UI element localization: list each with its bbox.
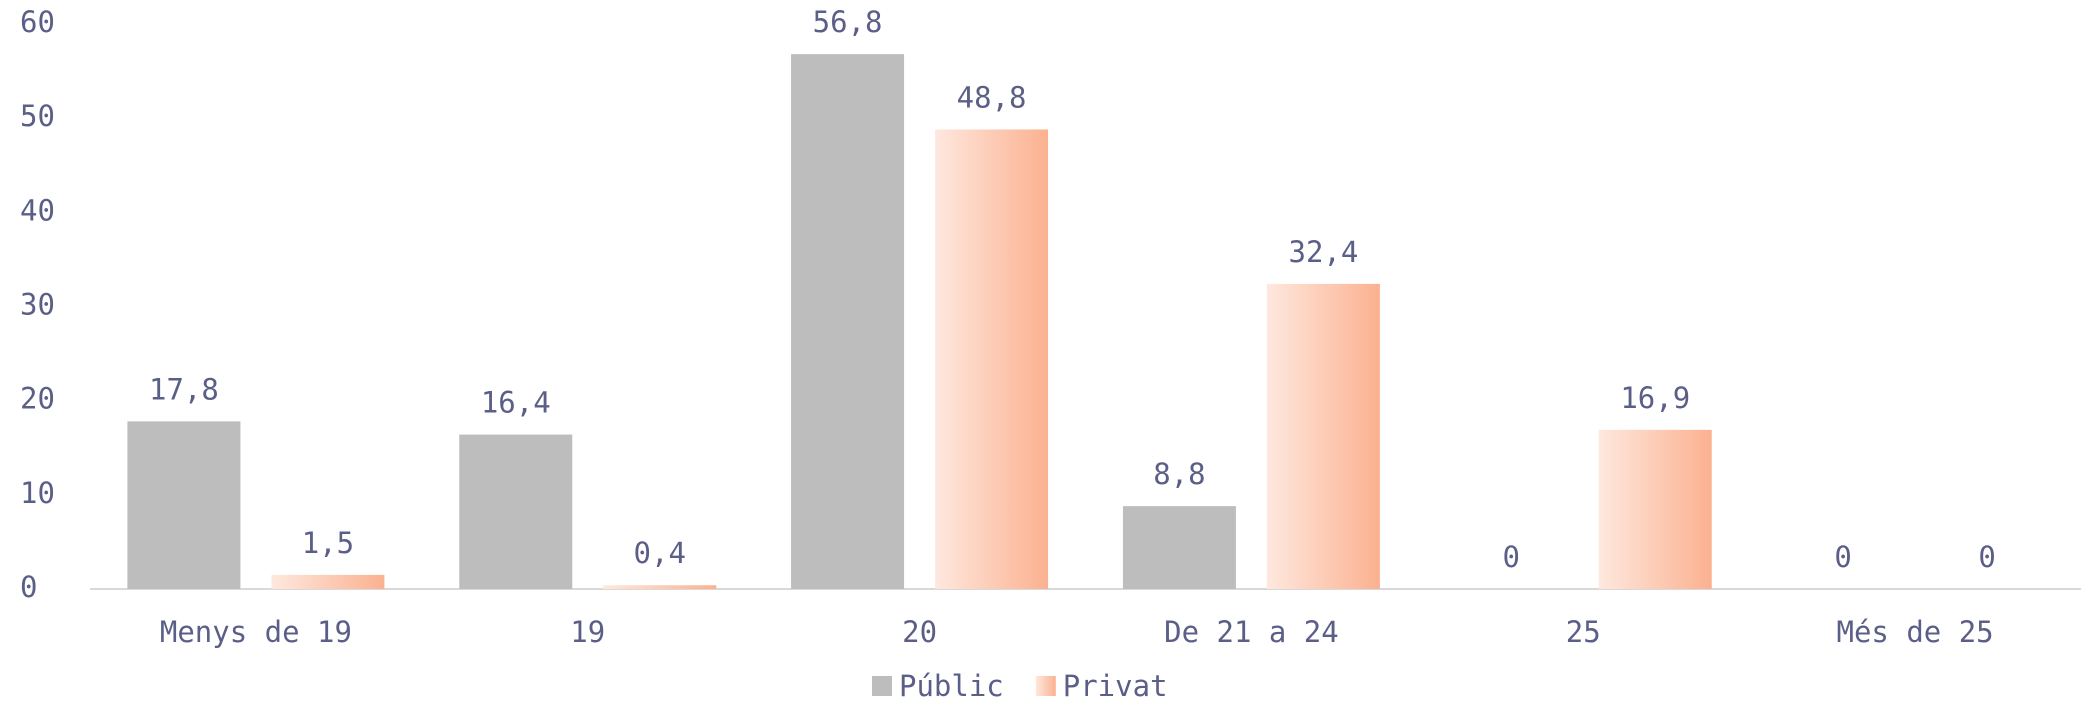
value-label: 48,8: [957, 80, 1027, 114]
x-tick-label: 20: [902, 615, 937, 649]
y-tick-label: 50: [20, 99, 55, 133]
bar: [459, 434, 573, 589]
value-label: 17,8: [149, 372, 219, 406]
value-label: 1,5: [302, 526, 354, 560]
x-tick-label: Més de 25: [1837, 615, 1994, 649]
bar: [603, 585, 717, 589]
bar: [935, 129, 1049, 589]
x-tick-label: Menys de 19: [160, 615, 352, 649]
bar: [1266, 283, 1380, 589]
value-label: 0,4: [634, 536, 686, 570]
bar: [127, 421, 241, 589]
y-tick-label: 60: [20, 5, 55, 39]
value-label: 16,4: [481, 386, 551, 420]
value-label: 8,8: [1153, 457, 1205, 491]
value-label: 56,8: [813, 5, 883, 39]
x-tick-label: De 21 a 24: [1164, 615, 1339, 649]
y-tick-label: 30: [20, 288, 55, 322]
bar: [271, 574, 385, 589]
y-tick-label: 40: [20, 193, 55, 227]
legend-label: Privat: [1063, 669, 1168, 702]
legend-swatch: [872, 676, 892, 696]
x-tick-label: 19: [570, 615, 605, 649]
legend-label: Públic: [899, 669, 1004, 702]
x-tick-label: 25: [1566, 615, 1601, 649]
value-label: 0: [1503, 540, 1520, 574]
value-label: 32,4: [1288, 235, 1358, 269]
value-label: 0: [1834, 540, 1851, 574]
y-tick-label: 20: [20, 382, 55, 416]
value-label: 0: [1978, 540, 1995, 574]
y-tick-label: 0: [20, 570, 37, 604]
value-label: 16,9: [1620, 381, 1690, 415]
legend-swatch: [1035, 676, 1056, 696]
bar: [1122, 506, 1236, 589]
y-tick-label: 10: [20, 476, 55, 510]
bar: [791, 54, 905, 589]
bar: [1598, 429, 1712, 589]
